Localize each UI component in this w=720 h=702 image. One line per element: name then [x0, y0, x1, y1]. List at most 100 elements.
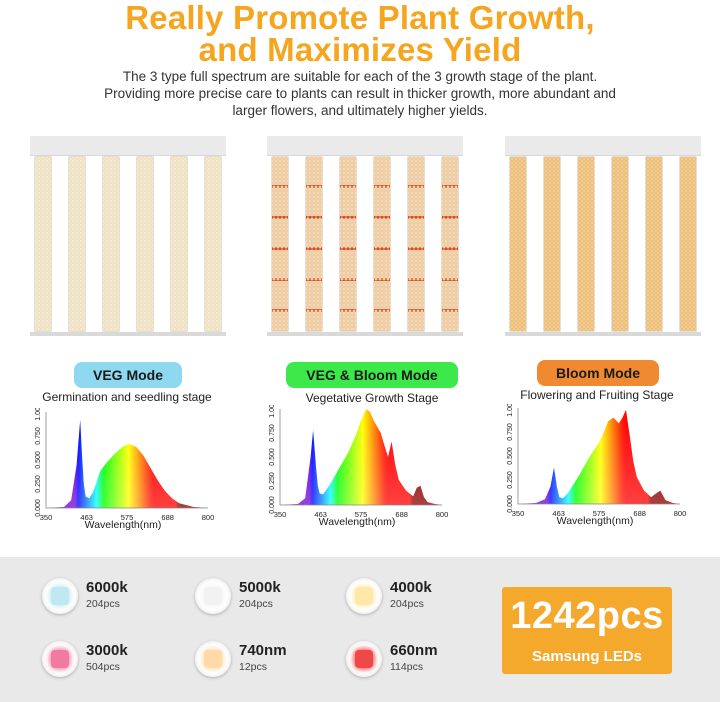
- veg-bloom-stage-caption: Vegetative Growth Stage: [305, 391, 439, 405]
- y-tick-label: 0.000: [35, 499, 42, 517]
- y-tick-label: 1.000: [507, 404, 514, 417]
- x-tick-label: 575: [355, 510, 368, 519]
- led-strip: [509, 156, 527, 332]
- y-tick-label: 0.000: [507, 495, 514, 513]
- y-tick-label: 0.500: [35, 451, 42, 469]
- led-count: 504pcs: [86, 661, 120, 673]
- x-tick-label: 688: [395, 510, 408, 519]
- spectrum-svg: 350 463 575 688 800 0.000 0.250 0.500 0.750 1.000…: [507, 404, 687, 526]
- led-name: 660nm: [390, 642, 438, 659]
- panel-top-bar: [267, 136, 463, 156]
- bloom-mode-badge: Bloom Mode: [537, 360, 659, 386]
- led-count: 12pcs: [239, 661, 268, 673]
- panel-bottom-rail: [505, 332, 701, 336]
- led-strip: [102, 156, 120, 332]
- y-tick-label: 0.250: [507, 471, 514, 489]
- led-strip: [305, 156, 323, 332]
- veg-bloom-light-panel: [267, 136, 463, 336]
- veg-mode-badge: VEG Mode: [74, 362, 182, 388]
- x-tick-label: 800: [674, 509, 687, 518]
- spectrum-area-shade: [46, 419, 208, 508]
- led-strip: [339, 156, 357, 332]
- headline-line-2: and Maximizes Yield: [198, 31, 522, 68]
- y-tick-label: 0.750: [35, 427, 42, 445]
- led-strip: [170, 156, 188, 332]
- headline-line-1: Really Promote Plant Growth,: [125, 0, 595, 36]
- panel-top-bar: [30, 136, 226, 156]
- led-chip-4000k-icon: [346, 578, 382, 614]
- y-tick-label: 1.000: [35, 408, 42, 421]
- bloom-spectrum-chart: 350 463 575 688 800 0.000 0.250 0.500 0.750 1.000…: [494, 404, 694, 526]
- bloom-light-panel: [505, 136, 701, 336]
- spectrum-axis: [279, 409, 442, 506]
- description-line-1: The 3 type full spectrum are suitable fo…: [122, 69, 598, 84]
- x-tick-label: 800: [202, 513, 215, 522]
- veg-bloom-mode-badge: VEG & Bloom Mode: [286, 362, 458, 388]
- description: The 3 type full spectrum are suitable fo…: [60, 68, 660, 119]
- x-tick-label: 350: [40, 513, 53, 522]
- led-chip-740nm-icon: [195, 641, 231, 677]
- y-tick-label: 0.500: [269, 448, 276, 466]
- y-tick-label: 1.000: [269, 405, 276, 418]
- x-tick-label: 800: [436, 510, 449, 519]
- x-axis-label: Wavelength(nm): [85, 519, 162, 530]
- x-tick-label: 575: [593, 509, 606, 518]
- y-tick-label: 0.000: [269, 496, 276, 514]
- spectrum-axis: [517, 408, 680, 505]
- led-strip: [407, 156, 425, 332]
- led-chip-660nm-icon: [346, 641, 382, 677]
- description-line-3: larger flowers, and ultimately higher yi…: [232, 103, 488, 118]
- x-tick-label: 350: [274, 510, 287, 519]
- y-tick-label: 0.500: [507, 447, 514, 465]
- y-tick-label: 0.250: [35, 475, 42, 493]
- panel-bottom-rail: [30, 332, 226, 336]
- led-strip: [68, 156, 86, 332]
- panel-bottom-rail: [267, 332, 463, 336]
- led-strip: [645, 156, 663, 332]
- led-count: 204pcs: [86, 598, 120, 610]
- veg-stage-caption: Germination and seedling stage: [42, 390, 212, 404]
- x-tick-label: 688: [161, 513, 174, 522]
- led-count: 114pcs: [390, 661, 424, 673]
- y-tick-label: 0.750: [269, 424, 276, 442]
- led-strip: [611, 156, 629, 332]
- led-name: 740nm: [239, 642, 287, 659]
- spectrum-svg: 350 463 575 688 800 0.000 0.250 0.500 0.750 1.000…: [269, 405, 449, 527]
- led-chip-5000k-icon: [195, 578, 231, 614]
- veg-spectrum-chart: 350 463 575 688 800 0.000 0.250 0.500 0.750 1.000…: [22, 408, 222, 530]
- x-axis-label: Wavelength(nm): [319, 516, 396, 527]
- led-strip: [679, 156, 697, 332]
- led-chip-3000k-icon: [42, 641, 78, 677]
- led-strip: [204, 156, 222, 332]
- x-tick-label: 575: [121, 513, 134, 522]
- veg-bloom-spectrum-chart: 350 463 575 688 800 0.000 0.250 0.500 0.750 1.000…: [256, 405, 456, 527]
- y-tick-label: 0.250: [269, 472, 276, 490]
- led-name: 5000k: [239, 579, 281, 596]
- panel-top-bar: [505, 136, 701, 156]
- total-led-brand: Samsung LEDs: [531, 648, 643, 665]
- led-strip: [441, 156, 459, 332]
- y-tick-label: 0.750: [507, 423, 514, 441]
- led-strip: [543, 156, 561, 332]
- led-strip: [136, 156, 154, 332]
- led-name: 3000k: [86, 642, 128, 659]
- led-strip: [271, 156, 289, 332]
- spectrum-area-shade: [280, 409, 442, 505]
- x-tick-label: 463: [552, 509, 565, 518]
- spectrum-axis: [45, 412, 208, 509]
- led-count: 204pcs: [390, 598, 424, 610]
- veg-light-panel: [30, 136, 226, 336]
- x-tick-label: 688: [633, 509, 646, 518]
- led-name: 6000k: [86, 579, 128, 596]
- spectrum-area-shade: [518, 409, 680, 504]
- led-chip-6000k-icon: [42, 578, 78, 614]
- bloom-stage-caption: Flowering and Fruiting Stage: [520, 388, 674, 402]
- total-leds-badge: 1242pcs Samsung LEDs: [502, 587, 672, 674]
- x-tick-label: 463: [80, 513, 93, 522]
- led-strip: [34, 156, 52, 332]
- x-tick-label: 350: [512, 509, 525, 518]
- x-axis-label: Wavelength(nm): [557, 515, 634, 526]
- led-count: 204pcs: [239, 598, 273, 610]
- total-led-count: 1242pcs: [510, 595, 664, 637]
- led-name: 4000k: [390, 579, 432, 596]
